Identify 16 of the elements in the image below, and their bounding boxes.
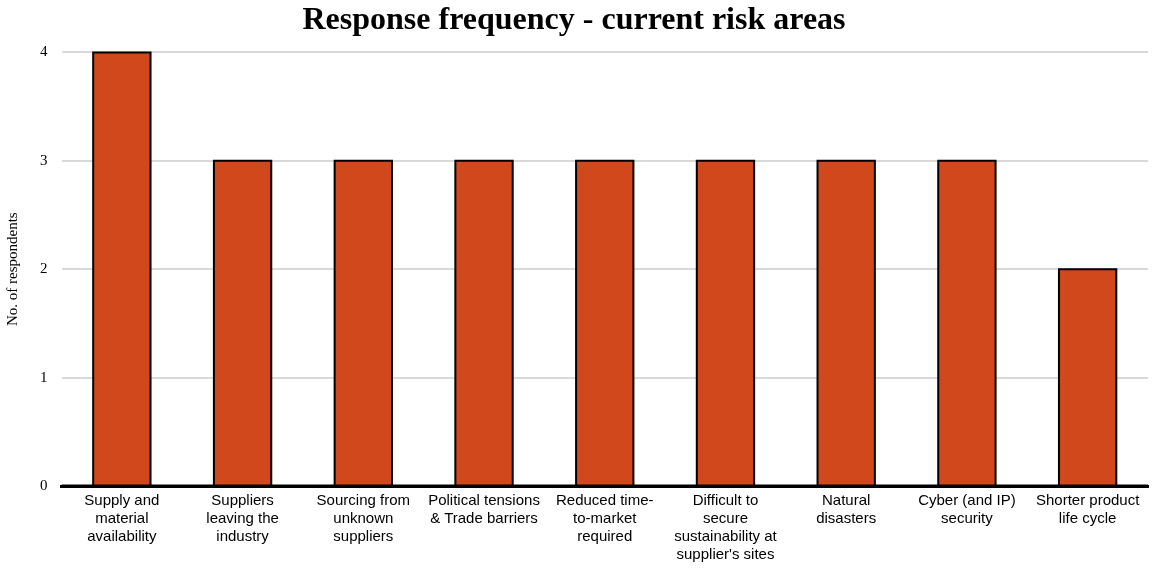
x-tick-label: Difficult to secure sustainability at supplier's sites xyxy=(674,491,778,563)
x-tick-label: Reduced time-to-market required xyxy=(555,491,654,545)
x-tick-label: Cyber (and IP) security xyxy=(918,491,1016,527)
chart-title: Response frequency - current risk areas xyxy=(302,0,846,37)
x-tick-label: Supply and material availability xyxy=(84,491,160,545)
x-tick-label: Sourcing from unknown suppliers xyxy=(316,491,410,545)
x-tick-label: Natural disasters xyxy=(816,491,877,527)
y-tick-label: 4 xyxy=(40,43,48,60)
x-tick-label: Political tensions & Trade barriers xyxy=(428,491,540,527)
y-axis-title: No. of respondents xyxy=(3,212,20,327)
y-tick-label: 1 xyxy=(40,368,48,385)
y-tick-label: 3 xyxy=(40,151,48,168)
y-tick-label: 0 xyxy=(40,476,48,493)
y-tick-label: 2 xyxy=(40,260,48,277)
x-tick-label: Suppliers leaving the industry xyxy=(206,491,279,545)
x-tick-label: Shorter product life cycle xyxy=(1035,491,1141,527)
